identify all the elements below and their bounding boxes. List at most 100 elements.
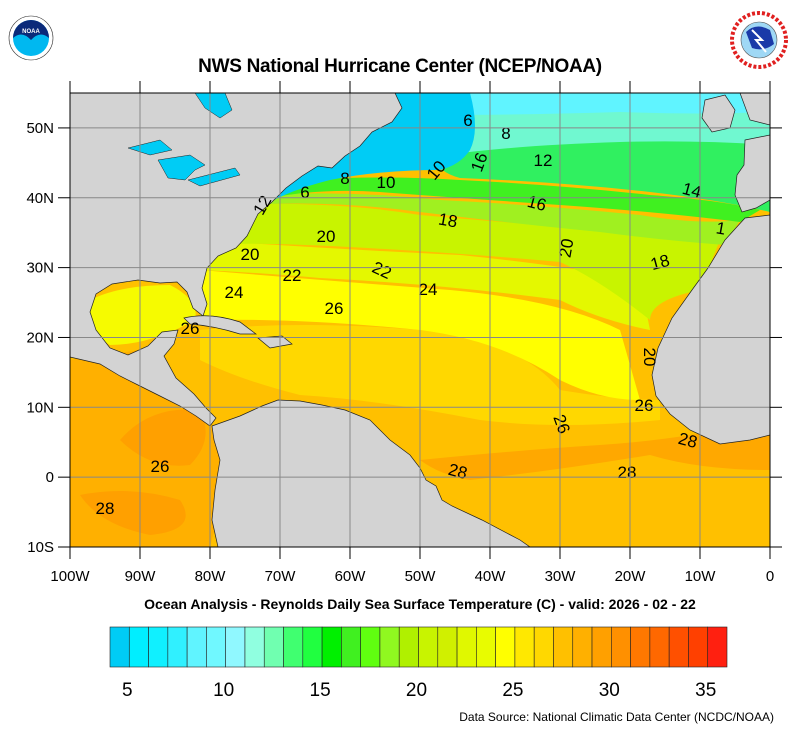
lon-label: 90W bbox=[125, 568, 157, 585]
lon-label: 70W bbox=[265, 568, 297, 585]
colorbar-tick-label: 10 bbox=[213, 680, 234, 701]
sst-band-16 bbox=[270, 177, 760, 222]
colorbar-bin bbox=[109, 626, 130, 668]
sst-band-gulf bbox=[89, 285, 196, 345]
colorbar-bin bbox=[611, 626, 631, 668]
noaa-logo: NOAA bbox=[8, 15, 54, 61]
colorbar-bin bbox=[225, 626, 246, 668]
colorbar-bin bbox=[302, 626, 323, 668]
colorbar-bin bbox=[649, 626, 670, 668]
colorbar-bin bbox=[630, 626, 651, 668]
colorbar-bin bbox=[263, 626, 284, 668]
contour-label: 26 bbox=[325, 299, 344, 318]
sst-band-20 bbox=[205, 203, 720, 320]
page-title: NWS National Hurricane Center (NCEP/NOAA… bbox=[198, 56, 602, 77]
colorbar-bin bbox=[476, 626, 496, 668]
lon-label: 0 bbox=[766, 568, 774, 585]
sst-band-10 bbox=[440, 108, 770, 155]
hudson-bay bbox=[194, 93, 233, 119]
colorbar-bin bbox=[514, 626, 535, 668]
lat-label: 20N bbox=[26, 329, 54, 346]
contour-label: 28 bbox=[96, 499, 115, 518]
colorbar-bin bbox=[418, 626, 439, 668]
lon-label: 60W bbox=[335, 568, 367, 585]
colorbar-bin bbox=[688, 626, 709, 668]
colorbar-bin bbox=[167, 626, 188, 668]
colorbar-bin bbox=[456, 626, 477, 668]
map-axes: 100W 90W 80W 70W 60W 50W 40W 30W 20W 10W 0 10S 0 10N 2… bbox=[26, 81, 782, 585]
colorbar-bin bbox=[533, 626, 554, 668]
contour-label: 18 bbox=[649, 251, 672, 274]
colorbar-bin bbox=[244, 626, 265, 668]
contour-label: 20 bbox=[241, 245, 260, 264]
contour-label: 12 bbox=[534, 151, 553, 170]
lakes bbox=[127, 93, 241, 187]
contour-label: 26 bbox=[635, 396, 654, 415]
sst-band-29 bbox=[80, 409, 206, 535]
lon-label: 10W bbox=[685, 568, 717, 585]
sst-band-18 bbox=[250, 193, 740, 245]
map-caption: Ocean Analysis - Reynolds Daily Sea Surf… bbox=[144, 596, 696, 612]
colorbar-bin bbox=[379, 626, 400, 668]
contour-label: 22 bbox=[283, 266, 302, 285]
colorbar-bin bbox=[186, 626, 207, 668]
colorbar-bin bbox=[148, 626, 169, 668]
colorbar-tick-label: 15 bbox=[310, 680, 331, 701]
africa bbox=[651, 214, 770, 445]
colorbar-bin bbox=[591, 626, 612, 668]
colorbar-bin bbox=[398, 626, 419, 668]
cuba bbox=[183, 315, 258, 335]
lat-label: 0 bbox=[46, 469, 54, 486]
colorbar-tick-label: 5 bbox=[122, 680, 133, 701]
lon-label: 40W bbox=[475, 568, 507, 585]
colorbar-bin bbox=[668, 626, 689, 668]
contour-label: 14 bbox=[680, 179, 703, 202]
lat-label: 10N bbox=[26, 399, 54, 416]
great-lakes bbox=[127, 139, 241, 187]
colorbar-bin bbox=[341, 626, 361, 668]
south-america bbox=[211, 399, 531, 547]
lon-label: 20W bbox=[615, 568, 647, 585]
colorbar-tick-label: 30 bbox=[599, 680, 620, 701]
colorbar-bin bbox=[283, 626, 304, 668]
nws-logo bbox=[730, 11, 788, 69]
noaa-logo-text: NOAA bbox=[22, 29, 40, 35]
contour-label: 6 bbox=[300, 183, 309, 202]
lon-label: 80W bbox=[195, 568, 227, 585]
contour-label: 18 bbox=[437, 209, 459, 231]
sst-band-24 bbox=[200, 270, 640, 400]
contour-label: 8 bbox=[340, 169, 349, 188]
sst-band-26 bbox=[200, 325, 660, 425]
sst-band-28-east bbox=[420, 420, 770, 480]
land bbox=[70, 93, 770, 547]
contour-label: 24 bbox=[419, 280, 438, 299]
colorbar-bin bbox=[321, 626, 342, 668]
sst-band-12-14 bbox=[437, 140, 770, 212]
colorbar-bin bbox=[206, 626, 226, 668]
lon-label: 100W bbox=[50, 568, 90, 585]
contour-label: 26 bbox=[181, 319, 200, 338]
contour-label: 1 bbox=[715, 218, 728, 238]
colorbar-bin bbox=[437, 626, 458, 668]
contour-label: 24 bbox=[225, 283, 244, 302]
colorbar-bin bbox=[707, 626, 728, 668]
sst-band-22 bbox=[200, 240, 650, 330]
sst-band-8 bbox=[420, 93, 770, 115]
lon-label: 50W bbox=[405, 568, 437, 585]
data-source: Data Source: National Climatic Data Cent… bbox=[459, 710, 774, 724]
contour-label: 8 bbox=[501, 124, 510, 143]
contour-label: 28 bbox=[676, 429, 699, 452]
contour-label: 20 bbox=[555, 237, 577, 259]
colorbar-tick-label: 20 bbox=[406, 680, 427, 701]
iberia bbox=[734, 134, 770, 213]
colorbar-tick-label: 25 bbox=[502, 680, 523, 701]
colorbar-tick-label: 35 bbox=[695, 680, 716, 701]
colorbar: 5 10 15 20 25 30 35 bbox=[109, 626, 728, 701]
colorbar-bin bbox=[360, 626, 381, 668]
lat-label: 40N bbox=[26, 190, 54, 207]
colorbar-bin bbox=[553, 626, 574, 668]
colorbar-bin bbox=[128, 626, 149, 668]
hispaniola bbox=[257, 335, 293, 349]
contour-label: 6 bbox=[463, 111, 472, 130]
